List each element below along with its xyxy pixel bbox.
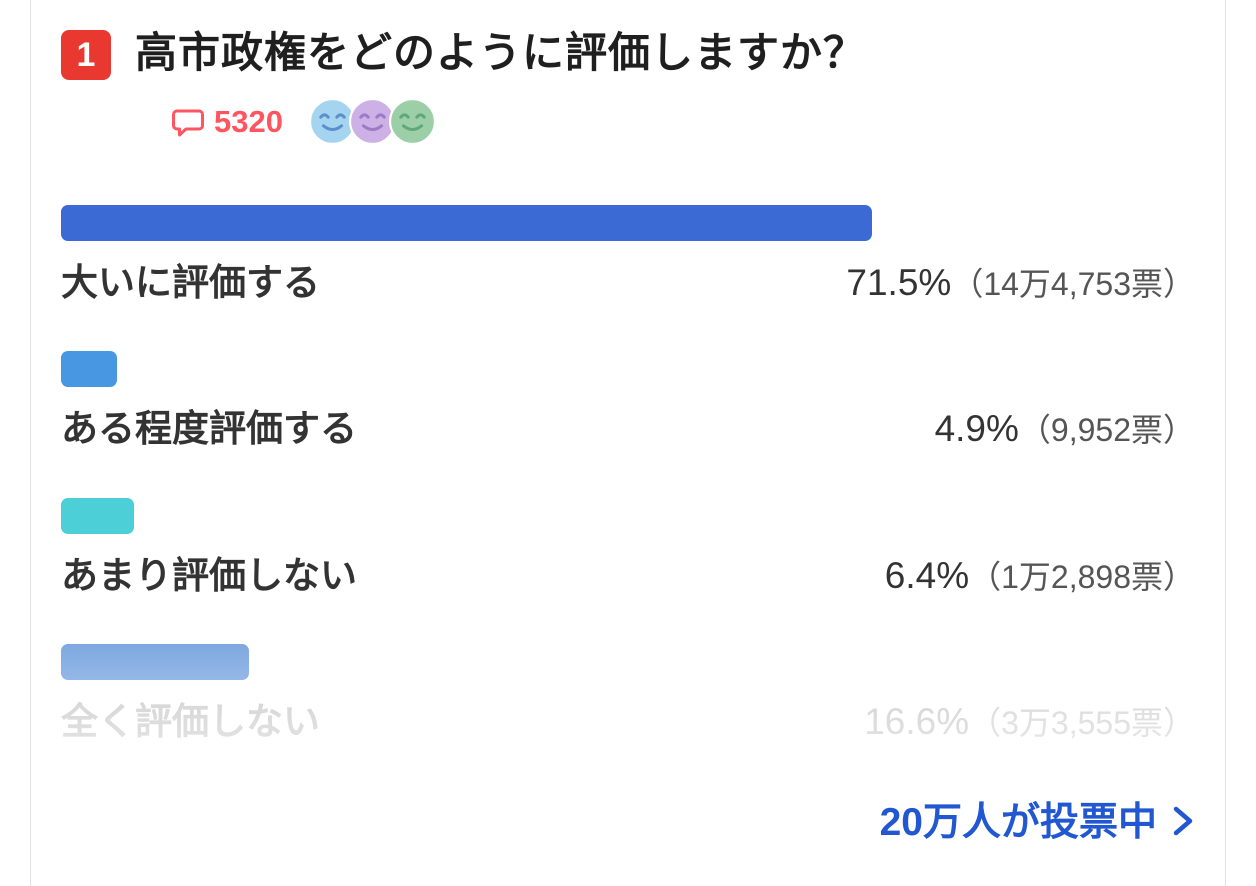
- option-stats: 16.6%（3万3,555票）: [864, 701, 1195, 744]
- result-bar: [61, 351, 117, 388]
- vote-status-label: 20万人が投票中: [879, 800, 1157, 844]
- smiley-purple-icon: [348, 98, 396, 146]
- option-votes: （9,952票）: [1018, 412, 1195, 449]
- poll-header: 1 高市政権をどのように評価しますか？: [61, 26, 1195, 81]
- option-label: ある程度評価する: [61, 408, 357, 450]
- option-label: あまり評価しない: [61, 554, 357, 596]
- vote-status-link[interactable]: 20万人が投票中: [61, 791, 1195, 847]
- option-votes: （3万3,555票）: [969, 705, 1195, 742]
- poll-option-1: 大いに評価する 71.5%（14万4,753票）: [61, 204, 1195, 305]
- comments-link[interactable]: 5320: [171, 104, 283, 140]
- comment-count: 5320: [214, 103, 283, 139]
- option-percent: 6.4%: [884, 554, 970, 596]
- comment-bubble-icon: [172, 109, 204, 137]
- poll-option-4: 全く評価しない 16.6%（3万3,555票）: [31, 638, 1225, 758]
- chevron-right-icon: [1173, 806, 1193, 836]
- option-stats: 6.4%（1万2,898票）: [885, 555, 1195, 598]
- option-percent: 4.9%: [934, 408, 1019, 450]
- reaction-icons[interactable]: [308, 98, 436, 146]
- poll-meta: 5320: [171, 97, 1195, 147]
- option-percent: 16.6%: [864, 701, 970, 743]
- option-votes: （14万4,753票）: [951, 265, 1195, 302]
- poll-option-3: あまり評価しない 6.4%（1万2,898票）: [61, 497, 1195, 598]
- question-number-badge: 1: [61, 30, 111, 80]
- option-votes: （1万2,898票）: [969, 558, 1195, 595]
- option-stats: 4.9%（9,952票）: [935, 408, 1195, 451]
- poll-card: 1 高市政権をどのように評価しますか？ 5320: [30, 0, 1226, 886]
- smiley-green-icon: [388, 98, 436, 146]
- option-label: 全く評価しない: [61, 701, 320, 743]
- poll-option-2: ある程度評価する 4.9%（9,952票）: [61, 351, 1195, 451]
- result-bar: [61, 497, 134, 534]
- option-stats: 71.5%（14万4,753票）: [846, 262, 1195, 305]
- poll-results: 大いに評価する 71.5%（14万4,753票） ある程度評価する 4.9%（9…: [31, 204, 1225, 758]
- poll-question: 高市政権をどのように評価しますか？: [135, 29, 867, 76]
- option-label: 大いに評価する: [61, 261, 320, 303]
- option-percent: 71.5%: [846, 261, 952, 303]
- result-bar: [61, 644, 250, 681]
- result-bar: [61, 204, 872, 241]
